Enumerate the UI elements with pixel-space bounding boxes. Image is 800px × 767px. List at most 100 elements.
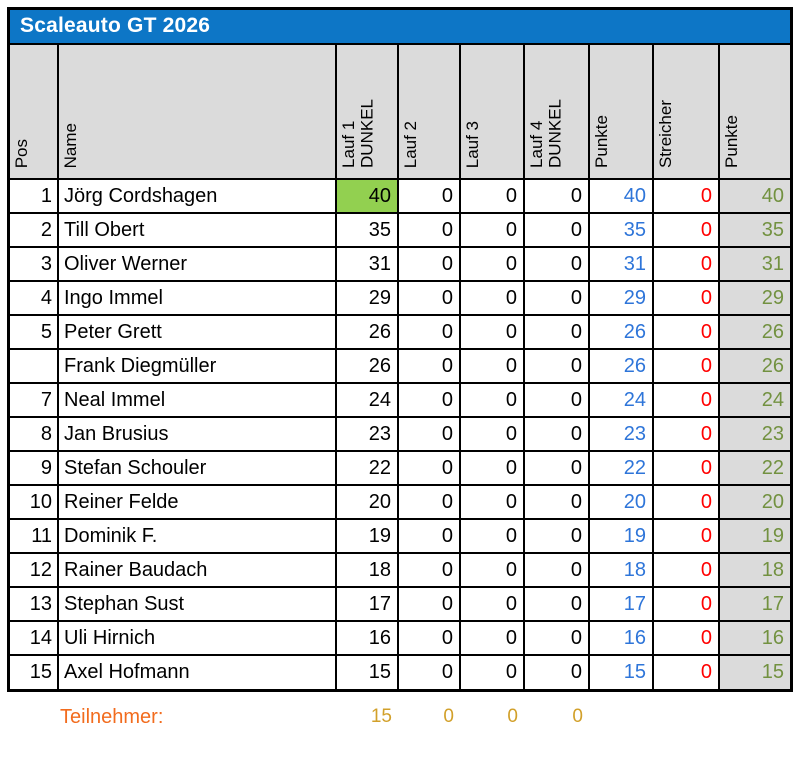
cell-position: 7 (10, 382, 59, 418)
cell-lauf4: 0 (523, 280, 590, 316)
table-row: 14 Uli Hirnich 16 0 0 0 16 0 16 (10, 620, 790, 656)
cell-lauf1: 24 (335, 382, 399, 418)
cell-streicher: 0 (652, 484, 720, 520)
teilnehmer-row: Teilnehmer: 15 0 0 0 (10, 699, 800, 735)
column-header-lauf3-label: Lauf 3 (463, 120, 482, 168)
table-row: 1 Jörg Cordshagen 40 0 0 0 40 0 40 (10, 178, 790, 214)
cell-lauf3: 0 (459, 246, 525, 282)
cell-lauf2: 0 (397, 246, 461, 282)
cell-punkte-total: 29 (718, 280, 790, 316)
cell-position: 12 (10, 552, 59, 588)
column-header-lauf1: Lauf 1 DUNKEL (335, 45, 399, 180)
cell-punkte-total: 24 (718, 382, 790, 418)
cell-streicher: 0 (652, 348, 720, 384)
cell-driver-name: Dominik F. (57, 518, 337, 554)
cell-driver-name: Reiner Felde (57, 484, 337, 520)
cell-punkte-total: 35 (718, 212, 790, 248)
cell-streicher: 0 (652, 552, 720, 588)
cell-punkte-total: 20 (718, 484, 790, 520)
cell-lauf3: 0 (459, 484, 525, 520)
cell-punkte-total: 22 (718, 450, 790, 486)
cell-lauf3: 0 (459, 382, 525, 418)
cell-streicher: 0 (652, 416, 720, 452)
column-header-punkte2-label: Punkte (722, 115, 741, 168)
cell-lauf1: 23 (335, 416, 399, 452)
teilnehmer-lauf1-count: 15 (370, 706, 392, 727)
cell-lauf3: 0 (459, 654, 525, 689)
table-row: 2 Till Obert 35 0 0 0 35 0 35 (10, 212, 790, 248)
table-row: 12 Rainer Baudach 18 0 0 0 18 0 18 (10, 552, 790, 588)
teilnehmer-lauf4-count: 0 (572, 706, 583, 727)
cell-punkte: 31 (588, 246, 654, 282)
cell-lauf2: 0 (397, 212, 461, 248)
cell-streicher: 0 (652, 246, 720, 282)
column-header-pos: Pos (10, 45, 59, 180)
cell-lauf3: 0 (459, 314, 525, 350)
cell-lauf1: 15 (335, 654, 399, 689)
cell-lauf3: 0 (459, 348, 525, 384)
cell-streicher: 0 (652, 212, 720, 248)
table-row: 5 Peter Grett 26 0 0 0 26 0 26 (10, 314, 790, 350)
cell-punkte-total: 40 (718, 178, 790, 214)
column-header-lauf4-label: Lauf 4 DUNKEL (527, 99, 565, 168)
cell-lauf4: 0 (523, 450, 590, 486)
column-header-lauf1-label: Lauf 1 DUNKEL (339, 99, 377, 168)
cell-streicher: 0 (652, 654, 720, 689)
cell-lauf1: 20 (335, 484, 399, 520)
cell-lauf3: 0 (459, 416, 525, 452)
cell-punkte: 16 (588, 620, 654, 656)
cell-punkte-total: 16 (718, 620, 790, 656)
column-header-punkte: Punkte (588, 45, 654, 180)
cell-lauf2: 0 (397, 450, 461, 486)
cell-punkte: 24 (588, 382, 654, 418)
cell-streicher: 0 (652, 620, 720, 656)
cell-punkte-total: 18 (718, 552, 790, 588)
cell-lauf4: 0 (523, 620, 590, 656)
cell-punkte: 26 (588, 348, 654, 384)
cell-driver-name: Uli Hirnich (57, 620, 337, 656)
cell-position: 15 (10, 654, 59, 689)
cell-lauf1: 40 (335, 178, 399, 214)
column-header-lauf4: Lauf 4 DUNKEL (523, 45, 590, 180)
cell-position: 3 (10, 246, 59, 282)
cell-position: 8 (10, 416, 59, 452)
cell-lauf4: 0 (523, 416, 590, 452)
cell-punkte: 29 (588, 280, 654, 316)
cell-punkte-total: 17 (718, 586, 790, 622)
cell-punkte: 18 (588, 552, 654, 588)
table-row: 15 Axel Hofmann 15 0 0 0 15 0 15 (10, 654, 790, 689)
cell-lauf3: 0 (459, 586, 525, 622)
cell-lauf1: 35 (335, 212, 399, 248)
table-row: 13 Stephan Sust 17 0 0 0 17 0 17 (10, 586, 790, 622)
cell-punkte: 22 (588, 450, 654, 486)
cell-lauf2: 0 (397, 348, 461, 384)
cell-position: 4 (10, 280, 59, 316)
cell-punkte: 40 (588, 178, 654, 214)
cell-driver-name: Jörg Cordshagen (57, 178, 337, 214)
cell-position: 14 (10, 620, 59, 656)
cell-lauf1: 18 (335, 552, 399, 588)
cell-punkte-total: 26 (718, 348, 790, 384)
column-header-name: Name (57, 45, 337, 180)
cell-punkte: 15 (588, 654, 654, 689)
cell-position: 1 (10, 178, 59, 214)
column-header-pos-label: Pos (12, 138, 31, 168)
cell-streicher: 0 (652, 280, 720, 316)
cell-punkte-total: 23 (718, 416, 790, 452)
table-row: 11 Dominik F. 19 0 0 0 19 0 19 (10, 518, 790, 554)
cell-lauf3: 0 (459, 518, 525, 554)
cell-position: 2 (10, 212, 59, 248)
cell-streicher: 0 (652, 314, 720, 350)
cell-lauf2: 0 (397, 178, 461, 214)
sheet-title: Scaleauto GT 2026 (10, 10, 790, 45)
cell-driver-name: Stefan Schouler (57, 450, 337, 486)
cell-lauf2: 0 (397, 654, 461, 689)
results-tbody: 1 Jörg Cordshagen 40 0 0 0 40 0 40 2 Til… (10, 178, 790, 689)
table-row: 9 Stefan Schouler 22 0 0 0 22 0 22 (10, 450, 790, 486)
cell-position: 9 (10, 450, 59, 486)
cell-driver-name: Jan Brusius (57, 416, 337, 452)
cell-lauf3: 0 (459, 178, 525, 214)
cell-driver-name: Neal Immel (57, 382, 337, 418)
cell-driver-name: Rainer Baudach (57, 552, 337, 588)
cell-lauf1: 29 (335, 280, 399, 316)
